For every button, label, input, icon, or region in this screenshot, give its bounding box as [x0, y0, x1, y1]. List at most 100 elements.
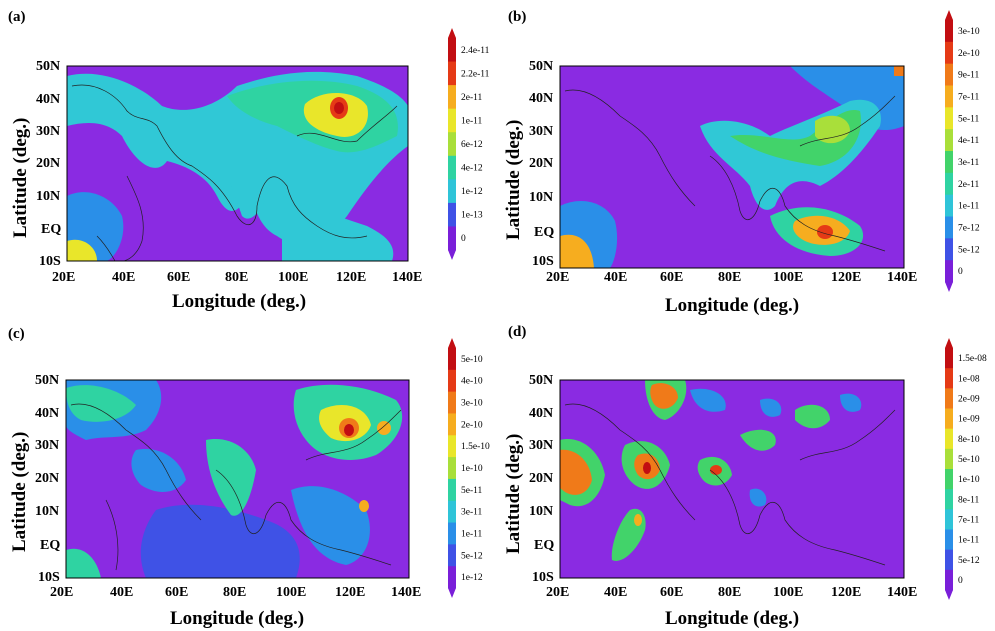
panel-c-ytick-10n: 10N — [35, 504, 59, 519]
map-panel-c-field-europe-cyan — [66, 385, 136, 422]
panel-d-xtick-80e: 80E — [718, 585, 741, 600]
panel-d-xtick-120e: 120E — [831, 585, 861, 600]
colorbar-a-label: 1e-11 — [461, 116, 483, 126]
colorbar-d-segment — [945, 509, 953, 530]
colorbar-d-label: 1e-09 — [958, 415, 980, 425]
colorbar-a-label: 1e-13 — [461, 211, 483, 221]
panel-c-xtick-80e: 80E — [223, 585, 246, 600]
colorbar-a-segment — [448, 202, 456, 227]
colorbar-a-label: 4e-12 — [461, 164, 483, 174]
colorbar-a-label: 6e-12 — [461, 140, 483, 150]
panel-b-ytick-eq: EQ — [534, 225, 554, 240]
colorbar-b-segment — [945, 194, 953, 217]
colorbar-d-top-arrow — [945, 338, 953, 348]
panel-a-letter: (a) — [8, 9, 26, 25]
map-panel-c-field-seasia — [291, 486, 370, 565]
colorbar-c-top-arrow — [448, 338, 456, 348]
colorbar-b-label: 2e-11 — [958, 180, 980, 190]
colorbar-d-segment — [945, 428, 953, 450]
panel-b-ytick-50n: 50N — [529, 59, 553, 74]
colorbar-c-segment — [448, 435, 456, 458]
map-panel-c-hotspot-east — [377, 421, 391, 435]
map-panel-a-plot — [66, 65, 409, 262]
map-panel-c-hotspot-philippines — [359, 500, 369, 512]
colorbar-d-segment — [945, 529, 953, 551]
panel-d-xtick-140e: 140E — [887, 585, 917, 600]
colorbar-a-segment — [448, 108, 456, 133]
colorbar-b-segment — [945, 63, 953, 86]
map-panel-b-field-africa-orange — [560, 234, 594, 268]
colorbar-a: 2.4e-11 2.2e-11 2e-11 1e-11 6e-12 4e-12 1e-12 1… — [448, 28, 490, 260]
map-panel-b-frame — [559, 65, 905, 269]
colorbar-c-label: 4e-10 — [461, 377, 483, 387]
panel-d-ytick-10n: 10N — [529, 504, 553, 519]
panel-b-xtick-140e: 140E — [887, 270, 917, 285]
map-panel-b-coastline — [564, 89, 896, 252]
colorbar-d-segment — [945, 408, 953, 430]
colorbar-b-label: 7e-12 — [958, 223, 980, 233]
panel-c-xtick-100e: 100E — [276, 585, 306, 600]
map-panel-d-field-north-orange — [650, 383, 678, 409]
colorbar-b: 3e-10 2e-10 9e-11 7e-11 5e-11 4e-11 3e-11 2e-11… — [945, 10, 980, 292]
map-panel-d-hotspot-horn — [634, 514, 642, 526]
panel-b-ytick-10n: 10N — [529, 190, 553, 205]
map-panel-c-frame — [65, 379, 410, 579]
map-panel-d-field-central — [740, 429, 776, 451]
panel-b-xtick-40e: 40E — [604, 270, 627, 285]
colorbar-b-label: 5e-12 — [958, 245, 980, 255]
colorbar-b-segment — [945, 129, 953, 152]
colorbar-d-label: 5e-10 — [958, 455, 980, 465]
colorbar-c-segment — [448, 522, 456, 545]
panel-d-xtick-60e: 60E — [660, 585, 683, 600]
panel-c-ytick-30n: 30N — [35, 438, 59, 453]
panel-c: (c) 50N 40N 30N 20N 10N EQ 10S 20E 40E — [0, 316, 497, 631]
colorbar-b-label: 4e-11 — [958, 136, 980, 146]
panel-b-xtick-60e: 60E — [660, 270, 683, 285]
colorbar-c-segment — [448, 348, 456, 371]
colorbar-d-segment — [945, 388, 953, 409]
colorbar-c-label: 3e-11 — [461, 508, 483, 518]
panel-a-xtick-120e: 120E — [336, 270, 366, 285]
colorbar-a-segment — [448, 61, 456, 86]
colorbar-c-segment — [448, 457, 456, 480]
map-panel-d-frame — [559, 379, 905, 579]
colorbar-a-segment — [448, 38, 456, 63]
map-panel-c-field-africa — [66, 548, 101, 578]
colorbar-d-label: 0 — [958, 576, 963, 586]
panel-a-xtick-40e: 40E — [112, 270, 135, 285]
colorbar-b-bottom-arrow — [945, 282, 953, 292]
panel-d-ytick-30n: 30N — [529, 438, 553, 453]
colorbar-b-label: 3e-11 — [958, 158, 980, 168]
panel-d-xtick-40e: 40E — [604, 585, 627, 600]
colorbar-c-label: 1e-12 — [461, 573, 483, 583]
colorbar-b-segment — [945, 41, 953, 65]
panel-b-xlabel: Longitude (deg.) — [665, 295, 799, 315]
panel-b-letter: (b) — [508, 9, 526, 25]
colorbar-c-label: 5e-10 — [461, 355, 483, 365]
colorbar-b-segment — [945, 260, 953, 283]
colorbar-c-label: 3e-10 — [461, 399, 483, 409]
panel-a-xlabel: Longitude (deg.) — [172, 291, 306, 312]
panel-a-ytick-30n: 30N — [36, 124, 60, 139]
panel-b-xtick-120e: 120E — [831, 270, 861, 285]
map-panel-b-hotspot — [817, 225, 833, 239]
panel-b: (b) 50N 40N 30N 20N 10N EQ 10S 20E 40E 6… — [497, 0, 994, 315]
colorbar-a-label: 1e-12 — [461, 187, 483, 197]
panel-d-ytick-eq: EQ — [534, 538, 554, 553]
colorbar-b-label: 3e-10 — [958, 27, 980, 37]
map-panel-b-field-yellow — [815, 115, 850, 144]
colorbar-d-bottom-arrow — [945, 590, 953, 600]
panel-d-xtick-100e: 100E — [773, 585, 803, 600]
colorbar-d-label: 5e-12 — [958, 556, 980, 566]
colorbar-d-segment — [945, 469, 953, 490]
colorbar-d: 1.5e-08 1e-08 2e-09 1e-09 8e-10 5e-10 1e-10 8e-… — [945, 338, 987, 600]
colorbar-d-label: 8e-10 — [958, 435, 980, 445]
map-panel-d-hotspot-pakistan — [710, 465, 722, 475]
colorbar-c-segment — [448, 369, 456, 393]
colorbar-d-label: 7e-11 — [958, 515, 980, 525]
colorbar-c-label: 1e-11 — [461, 529, 483, 539]
map-panel-a-coastline — [71, 84, 398, 262]
map-panel-c-plot — [65, 379, 410, 579]
colorbar-a-segment — [448, 85, 456, 110]
colorbar-a-label: 0 — [461, 234, 466, 244]
